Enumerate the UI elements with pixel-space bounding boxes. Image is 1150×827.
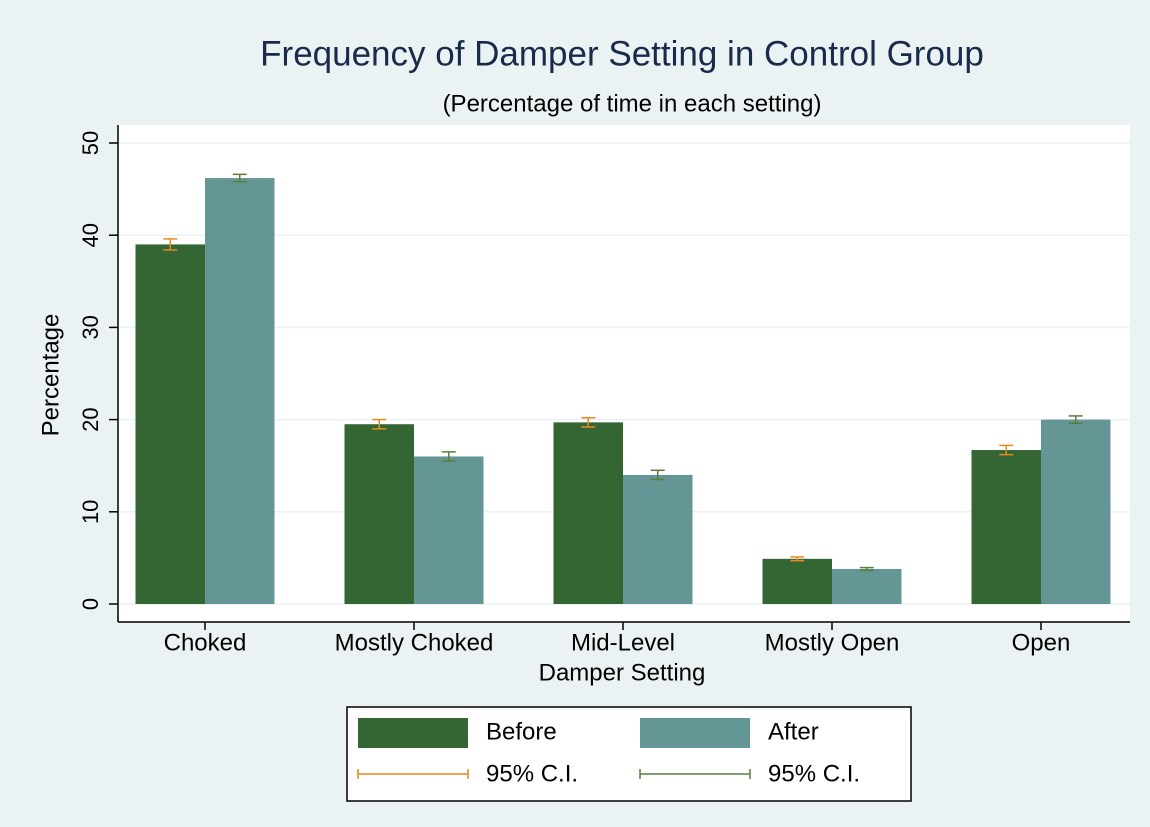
chart-subtitle: (Percentage of time in each setting) [443,90,822,117]
bar [553,422,623,604]
error-bar [232,173,247,183]
legend-label: After [768,718,819,745]
bar [832,568,902,604]
bar [971,450,1041,604]
error-bar [859,566,874,572]
legend-swatch [640,718,750,748]
error-bar [163,238,178,251]
x-tick-label: Mid-Level [571,629,675,656]
error-bar [372,418,387,430]
error-bar [581,417,596,428]
x-tick-label: Mostly Open [765,629,900,656]
y-tick-label: 0 [78,598,103,610]
error-bar [441,451,456,462]
bar [414,456,484,604]
error-bar [790,556,805,562]
bar [1041,419,1111,604]
y-tick-label: 40 [78,223,103,247]
x-tick-label: Open [1012,629,1071,656]
y-tick-label: 50 [78,131,103,155]
y-axis-title: Percentage [37,314,64,437]
chart-title: Frequency of Damper Setting in Control G… [260,34,984,73]
bar [135,244,205,605]
x-axis-title: Damper Setting [539,659,706,686]
error-bar [999,444,1014,456]
error-bar [650,469,665,481]
legend-swatch [358,718,468,748]
legend-ci-label: 95% C.I. [768,760,860,787]
bar [205,178,275,604]
y-tick-label: 10 [78,500,103,524]
bar [762,558,832,604]
legend-label: Before [486,718,557,745]
bar [344,424,414,604]
error-bar [1068,415,1083,425]
legend-ci-label: 95% C.I. [486,760,578,787]
bar [623,474,693,604]
x-tick-label: Choked [164,629,247,656]
x-tick-label: Mostly Choked [335,629,494,656]
y-tick-label: 20 [78,407,103,431]
y-tick-label: 30 [78,315,103,339]
